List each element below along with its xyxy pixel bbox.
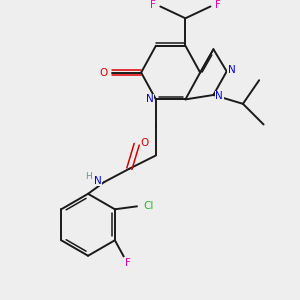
- Text: Cl: Cl: [143, 201, 153, 211]
- Text: N: N: [146, 94, 153, 104]
- Text: O: O: [141, 138, 149, 148]
- Text: N: N: [94, 176, 102, 185]
- Text: H: H: [85, 172, 92, 181]
- Text: F: F: [215, 0, 221, 10]
- Text: N: N: [228, 65, 236, 75]
- Text: F: F: [125, 258, 131, 268]
- Text: F: F: [150, 0, 156, 10]
- Text: O: O: [99, 68, 107, 78]
- Text: N: N: [215, 92, 223, 101]
